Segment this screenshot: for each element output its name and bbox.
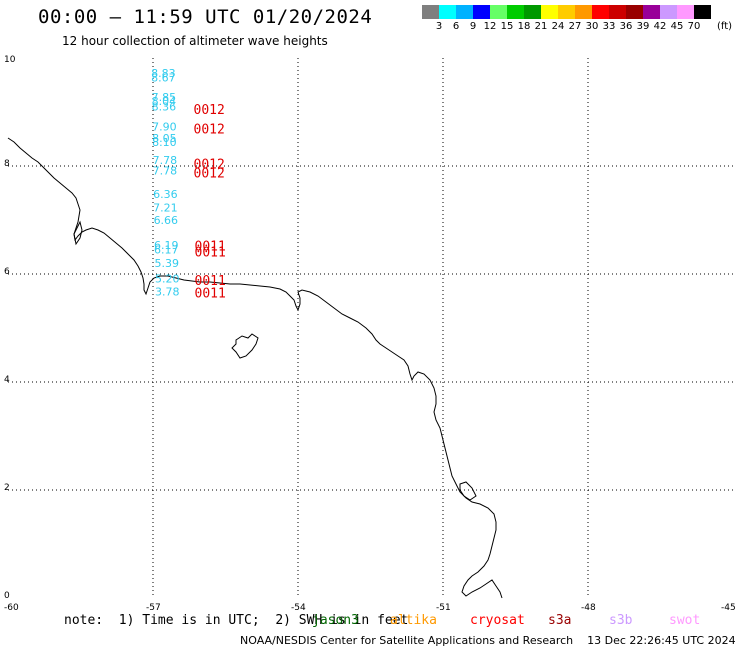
color-scale-unit: (ft) (717, 21, 733, 32)
longitude-label: -54 (291, 603, 306, 613)
wave-height-value: 6.17 (154, 244, 179, 257)
color-scale-label: 27 (568, 21, 582, 32)
color-swatch (541, 5, 558, 19)
satellite-legend-cryosat: cryosat (470, 613, 525, 628)
color-swatch (592, 5, 609, 19)
color-swatch (524, 5, 541, 19)
longitude-label: -57 (146, 603, 161, 613)
color-scale-label: 36 (619, 21, 633, 32)
satellite-legend-jason3: jason3 (312, 613, 359, 628)
color-scale-label: 45 (670, 21, 684, 32)
color-scale-label: 30 (585, 21, 599, 32)
color-scale-label: 18 (517, 21, 531, 32)
wave-height-value: 7.78 (153, 154, 178, 167)
longitude-label: -60 (4, 603, 19, 613)
color-swatch (456, 5, 473, 19)
wave-height-value: 6.66 (154, 214, 179, 227)
color-scale-label: 39 (636, 21, 650, 32)
color-scale-label: 70 (687, 21, 701, 32)
wave-height-value: 8.67 (151, 71, 176, 84)
wave-height-values: 8.838.67 7.858.048.36 7.908.058.10 7.787.78… (151, 67, 179, 298)
color-scale-label: 15 (500, 21, 514, 32)
color-swatch (626, 5, 643, 19)
wave-height-value: 6.36 (153, 188, 178, 201)
color-scale-label: 33 (602, 21, 616, 32)
wave-height-value: 5.20 (155, 272, 180, 285)
observation-time-label: 0012 (194, 103, 225, 118)
color-swatch (643, 5, 660, 19)
longitude-label: -48 (581, 603, 596, 613)
satellite-legend-s3b: s3b (609, 613, 633, 628)
latitude-label: 8 (4, 159, 10, 169)
latitude-label: 4 (4, 375, 10, 385)
wave-height-value: 8.04 (152, 95, 177, 108)
wave-height-value: 6.19 (154, 239, 179, 252)
color-scale-label: 12 (483, 21, 497, 32)
map-title: 00:00 – 11:59 UTC 01/20/2024 (38, 6, 373, 28)
color-scale-label: 24 (551, 21, 565, 32)
axis-labels: 10 8 6 4 2 0 -60 -57 -54 -51 -48 -45 (4, 55, 736, 613)
color-scale-label: 9 (469, 21, 477, 32)
coastline-island-small (459, 481, 477, 501)
color-swatch (490, 5, 507, 19)
wave-height-value: 7.21 (153, 202, 178, 215)
color-swatch (422, 5, 439, 19)
wave-height-value: 7.85 (152, 91, 177, 104)
coastline (7, 137, 503, 599)
latitude-label: 10 (4, 55, 16, 65)
observation-time-label: 0011 (195, 274, 226, 289)
color-swatch (439, 5, 456, 19)
lat-lon-grid (8, 58, 733, 598)
color-scale-label: 6 (452, 21, 460, 32)
wave-height-value: 3.78 (155, 285, 180, 298)
coastline-estuary (73, 220, 83, 246)
observation-time-label: 0011 (195, 286, 226, 301)
observation-time-label: 0012 (194, 166, 225, 181)
color-swatch (558, 5, 575, 19)
observation-time-label: 0011 (195, 245, 226, 260)
color-scale-label: 3 (435, 21, 443, 32)
color-swatch (507, 5, 524, 19)
satellite-legend-altika: altika (390, 613, 437, 628)
observation-time-label: 0012 (194, 157, 225, 172)
credit-line: NOAA/NESDIS Center for Satellite Applica… (240, 634, 736, 647)
color-swatch (694, 5, 711, 19)
color-swatch (609, 5, 626, 19)
coastline-island (231, 333, 259, 359)
longitude-label: -45 (721, 603, 736, 613)
color-swatch (473, 5, 490, 19)
map-subtitle: 12 hour collection of altimeter wave hei… (62, 34, 328, 48)
color-scale-label: 21 (534, 21, 548, 32)
color-swatch (677, 5, 694, 19)
longitude-label: -51 (436, 603, 451, 613)
coastline-mainland (7, 137, 503, 599)
units-note: note: 1) Time is in UTC; 2) SWH is in fe… (64, 613, 409, 628)
wave-height-value: 8.10 (152, 136, 177, 149)
wave-height-value: 7.78 (153, 164, 178, 177)
color-scale-bar (422, 5, 711, 19)
satellite-legend-swot: swot (669, 613, 701, 628)
wave-height-value: 8.83 (151, 67, 176, 80)
satellite-legend-s3a: s3a (548, 613, 572, 628)
wave-height-value: 8.36 (152, 101, 177, 114)
latitude-label: 6 (4, 267, 10, 277)
color-swatch (660, 5, 677, 19)
wave-height-value: 5.39 (155, 257, 180, 270)
observation-time-label: 0011 (195, 239, 226, 254)
wave-height-value: 7.90 (152, 121, 177, 134)
wave-height-value: 8.05 (152, 132, 177, 145)
latitude-label: 2 (4, 483, 10, 493)
color-scale-label: 42 (653, 21, 667, 32)
latitude-label: 0 (4, 591, 10, 601)
color-swatch (575, 5, 592, 19)
observation-time-label: 0012 (194, 123, 225, 138)
